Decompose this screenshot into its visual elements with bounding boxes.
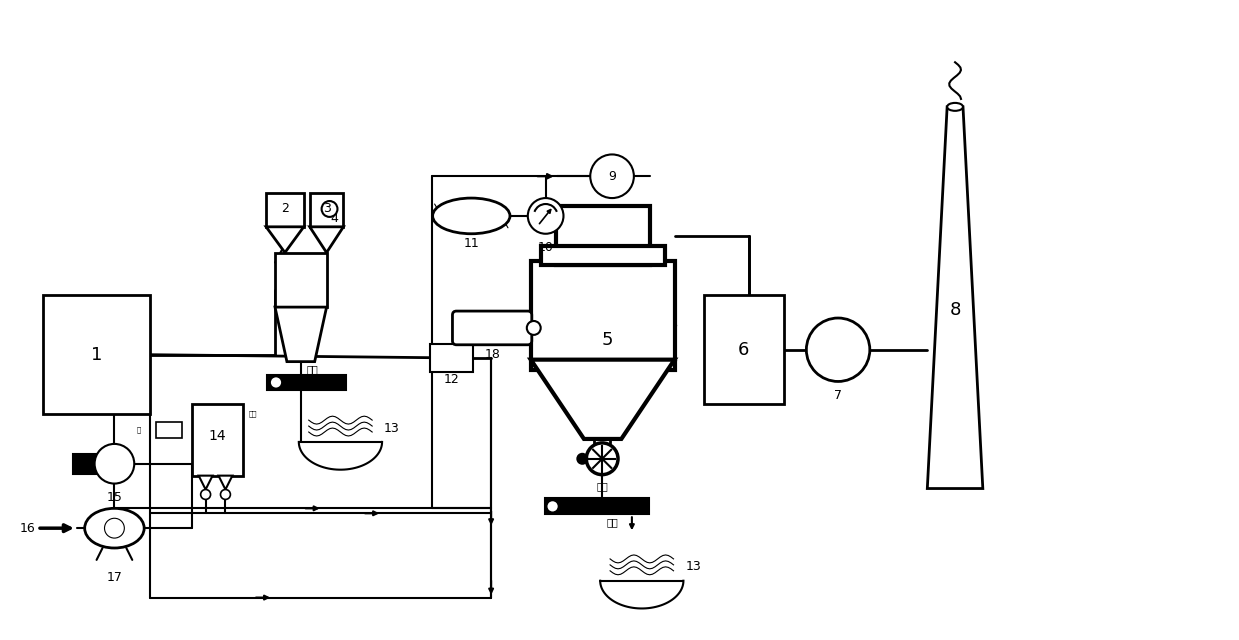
Bar	[310, 193, 343, 227]
Ellipse shape	[432, 198, 510, 234]
Text: 2: 2	[281, 202, 289, 216]
Text: 8: 8	[949, 301, 960, 319]
Bar	[545, 499, 649, 515]
Text: 6: 6	[738, 340, 750, 359]
Polygon shape	[310, 227, 343, 253]
Text: 搅: 搅	[138, 427, 141, 433]
Text: 16: 16	[20, 522, 35, 534]
Circle shape	[577, 454, 587, 464]
Polygon shape	[198, 476, 213, 490]
Bar	[430, 344, 473, 372]
Text: 1: 1	[90, 346, 103, 364]
Circle shape	[546, 500, 559, 512]
Bar	[43, 295, 150, 414]
Text: 10: 10	[538, 241, 554, 254]
Text: 9: 9	[608, 170, 616, 183]
Circle shape	[322, 201, 337, 217]
Circle shape	[807, 318, 870, 381]
Circle shape	[527, 321, 540, 335]
Circle shape	[201, 490, 211, 499]
Text: 17: 17	[107, 572, 123, 584]
Circle shape	[94, 444, 134, 484]
Bar	[156, 422, 182, 438]
Bar	[266, 193, 304, 227]
Text: 13: 13	[384, 422, 400, 435]
Text: 3: 3	[322, 202, 331, 216]
Polygon shape	[275, 307, 327, 362]
Bar	[268, 374, 347, 390]
Text: 12: 12	[444, 373, 460, 386]
Circle shape	[590, 154, 634, 198]
Polygon shape	[266, 227, 304, 253]
Ellipse shape	[84, 508, 144, 548]
Circle shape	[104, 518, 124, 538]
Bar	[275, 253, 327, 307]
Circle shape	[586, 443, 618, 475]
Bar	[555, 206, 649, 266]
Text: 粉尘: 粉尘	[307, 365, 318, 374]
Polygon shape	[530, 360, 674, 439]
Circle shape	[528, 198, 564, 234]
Text: 15: 15	[107, 491, 123, 504]
Ellipse shape	[947, 103, 963, 111]
Text: 14: 14	[208, 429, 227, 443]
Text: 4: 4	[331, 212, 338, 225]
FancyBboxPatch shape	[452, 311, 532, 345]
Text: 13: 13	[685, 561, 701, 573]
Text: 18: 18	[484, 348, 501, 361]
Polygon shape	[218, 476, 233, 490]
Circle shape	[221, 490, 230, 499]
Bar	[192, 404, 243, 476]
Text: 粗尘: 粗尘	[596, 481, 608, 492]
Bar	[73, 454, 103, 474]
Bar	[540, 246, 664, 266]
Text: 7: 7	[834, 389, 843, 402]
Circle shape	[270, 376, 282, 388]
Text: 5: 5	[601, 331, 613, 349]
Text: 小搅: 小搅	[249, 411, 258, 417]
Bar	[530, 260, 674, 369]
Bar	[704, 295, 783, 404]
Text: 11: 11	[463, 237, 479, 250]
Text: 粉尘: 粉尘	[606, 517, 618, 527]
